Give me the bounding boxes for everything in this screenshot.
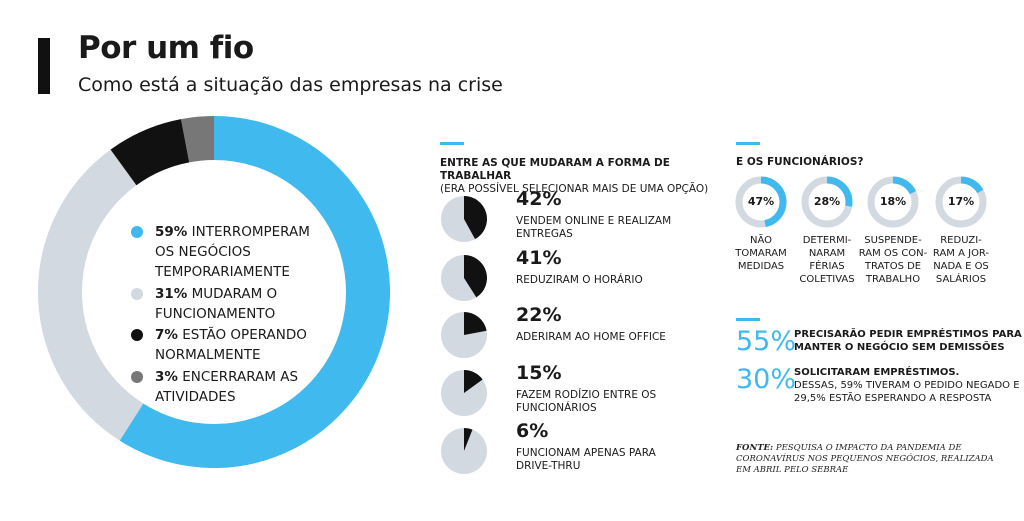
employee-measure-label: REDUZI- RAM A JOR- NADA E OS SALÁRIOS <box>932 235 990 285</box>
employee-measure-label: SUSPENDE- RAM OS CON- TRATOS DE TRABALHO <box>858 235 928 285</box>
legend-pct: 3% <box>155 369 178 385</box>
legend-swatch-dark-gray <box>131 371 143 383</box>
ring-chart <box>735 176 787 228</box>
pie-slice <box>464 255 487 298</box>
work-change-item: 6% FUNCIONAM APENAS PARA DRIVE-THRU <box>440 420 700 476</box>
legend-pct: 31% <box>155 286 188 302</box>
employee-measure-label: NÃO TOMARAM MEDIDAS <box>735 235 787 272</box>
pie-slice <box>464 370 483 393</box>
section-accent-rule <box>736 142 760 145</box>
pie-slice <box>464 428 473 451</box>
loan-pct: 55% <box>736 326 797 357</box>
work-change-item: 42% VENDEM ONLINE E REALIZAM ENTREGAS <box>440 188 700 244</box>
item-label: VENDEM ONLINE E REALIZAM ENTREGAS <box>516 215 672 240</box>
donut-slice-0 <box>119 116 390 468</box>
donut-slice-3 <box>181 116 215 163</box>
ring-pct: 17% <box>947 195 975 208</box>
loan-label: SOLICITARAM EMPRÉSTIMOS. <box>794 367 960 378</box>
pie-slice <box>464 312 487 335</box>
page-subtitle: Como está a situação das empresas na cri… <box>78 74 503 96</box>
work-change-subtitle: (ERA POSSÍVEL SELECIONAR MAIS DE UMA OPÇ… <box>440 183 709 195</box>
section-accent-rule <box>440 142 464 145</box>
item-label: ADERIRAM AO HOME OFFICE <box>516 331 666 343</box>
ring-pct: 28% <box>813 195 841 208</box>
legend-swatch-blue <box>131 226 143 238</box>
legend-pct: 59% <box>155 224 188 240</box>
ring-arc <box>892 176 917 195</box>
legend-item-interromperam: 59% INTERROMPERAM OS NEGÓCIOS TEMPORARIA… <box>131 222 333 282</box>
item-pct: 41% <box>516 247 562 269</box>
pie-chart <box>441 255 487 301</box>
item-label: FUNCIONAM APENAS PARA DRIVE-THRU <box>516 447 656 472</box>
legend-item-encerraram: 3% ENCERRARAM AS ATIVIDADES <box>131 367 333 407</box>
loan-pct: 30% <box>736 364 797 395</box>
ring-arc <box>760 176 787 228</box>
section-accent-rule <box>736 318 760 321</box>
source-note: FONTE: PESQUISA O IMPACTO DA PANDEMIA DE… <box>736 443 996 476</box>
item-pct: 15% <box>516 362 562 384</box>
legend-label: MUDARAM O FUNCIONAMENTO <box>155 286 278 322</box>
ring-pct: 18% <box>879 195 907 208</box>
item-pct: 42% <box>516 188 562 210</box>
item-label: REDUZIRAM O HORÁRIO <box>516 274 643 286</box>
title-accent-bar <box>38 38 50 94</box>
employee-measure-item: 17% REDUZI- RAM A JOR- NADA E OS SALÁRIO… <box>926 176 996 286</box>
pie-chart <box>441 428 487 474</box>
legend-label: INTERROMPERAM OS NEGÓCIOS TEMPORARIAMENT… <box>155 224 310 280</box>
legend-item-operando: 7% ESTÃO OPERANDO NORMALMENTE <box>131 325 333 365</box>
ring-pct: 47% <box>747 195 775 208</box>
legend-swatch-light-gray <box>131 288 143 300</box>
legend-pct: 7% <box>155 327 178 343</box>
employee-measure-item: 18% SUSPENDE- RAM OS CON- TRATOS DE TRAB… <box>858 176 928 286</box>
ring-chart <box>801 176 853 228</box>
item-pct: 6% <box>516 420 549 442</box>
legend-item-mudaram: 31% MUDARAM O FUNCIONAMENTO <box>131 284 333 324</box>
ring-chart <box>935 176 987 228</box>
page-title: Por um fio <box>78 30 254 66</box>
work-change-item: 41% REDUZIRAM O HORÁRIO <box>440 247 700 303</box>
item-pct: 22% <box>516 304 562 326</box>
pie-chart <box>441 196 487 242</box>
donut-slice-2 <box>110 119 190 186</box>
status-donut-chart <box>38 116 390 468</box>
ring-chart <box>867 176 919 228</box>
employee-measure-label: DETERMI- NARAM FÉRIAS COLETIVAS <box>799 235 855 285</box>
source-label: FONTE: <box>736 443 774 453</box>
ring-arc <box>826 176 853 207</box>
donut-slice-1 <box>38 149 144 441</box>
work-change-item: 22% ADERIRAM AO HOME OFFICE <box>440 304 700 360</box>
work-change-title: ENTRE AS QUE MUDARAM A FORMA DE TRABALHA… <box>440 157 670 182</box>
pie-slice <box>464 196 487 240</box>
pie-chart <box>441 312 487 358</box>
employee-measure-item: 28% DETERMI- NARAM FÉRIAS COLETIVAS <box>792 176 862 286</box>
legend-label: ESTÃO OPERANDO NORMALMENTE <box>155 327 307 363</box>
legend-swatch-black <box>131 329 143 341</box>
source-text: PESQUISA O IMPACTO DA PANDEMIA DE CORONA… <box>736 443 994 475</box>
employee-measure-item: 47% NÃO TOMARAM MEDIDAS <box>726 176 796 273</box>
ring-arc <box>960 176 984 194</box>
pie-chart <box>441 370 487 416</box>
work-change-heading: ENTRE AS QUE MUDARAM A FORMA DE TRABALHA… <box>440 157 710 196</box>
employees-title: E OS FUNCIONÁRIOS? <box>736 156 864 168</box>
work-change-item: 15% FAZEM RODÍZIO ENTRE OS FUNCIONÁRIOS <box>440 362 700 418</box>
loan-label: PRECISARÃO PEDIR EMPRÉSTIMOS PARA MANTER… <box>794 329 1022 353</box>
legend-label: ENCERRARAM AS ATIVIDADES <box>155 369 299 405</box>
loan-detail: DESSAS, 59% TIVERAM O PEDIDO NEGADO E 29… <box>794 380 1020 404</box>
item-label: FAZEM RODÍZIO ENTRE OS FUNCIONÁRIOS <box>516 389 657 414</box>
